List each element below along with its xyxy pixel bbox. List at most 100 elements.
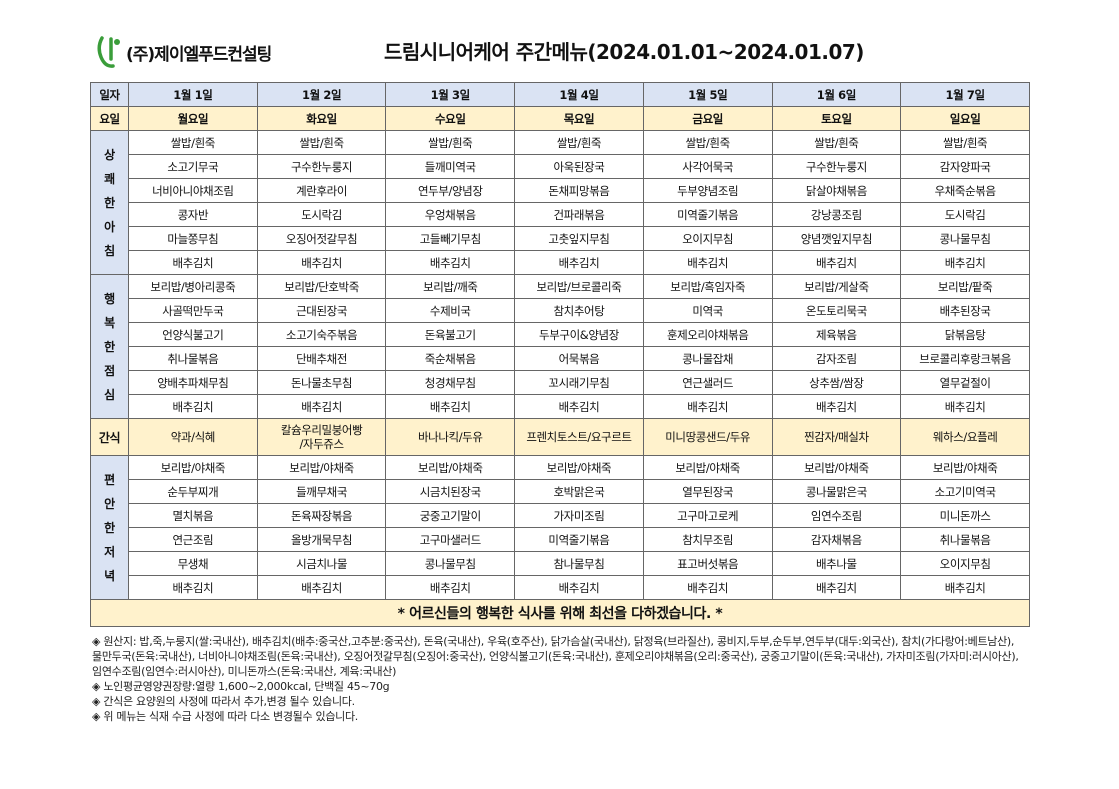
- menu-item: 사각어묵국: [642, 154, 773, 179]
- menu-item: 배추김치: [256, 575, 387, 600]
- menu-item: 배추김치: [514, 250, 644, 275]
- dinner-row: 연근조림 올방개묵무침 고구마샐러드 미역줄기볶음 참치무조림 감자채볶음 취나물볶음: [91, 527, 1030, 552]
- menu-item: 보리밥/팥죽: [900, 274, 1030, 299]
- lunch-row: 양배추파채무침 돈나물초무침 청경채무침 꼬시래기무침 연근샐러드 상추쌈/쌈장 열무겉절이: [91, 370, 1030, 395]
- breakfast-label-char: 쾌: [104, 171, 115, 186]
- menu-item: 배추된장국: [900, 298, 1030, 323]
- menu-item: 배추김치: [771, 250, 902, 275]
- menu-item: 가자미조림: [514, 503, 644, 528]
- menu-item: 보리밥/야채죽: [128, 455, 258, 480]
- dinner-row: 멸치볶음 돈육짜장볶음 궁중고기말이 가자미조림 고구마고로케 임연수조림 미니돈까스: [91, 503, 1030, 528]
- snack-item: 약과/식혜: [128, 418, 258, 456]
- menu-item: 배추김치: [900, 394, 1030, 419]
- breakfast-row: 콩자반 도시락김 우엉채볶음 건파래볶음 미역줄기볶음 강낭콩조림 도시락김: [91, 202, 1030, 227]
- breakfast-row: 배추김치 배추김치 배추김치 배추김치 배추김치 배추김치 배추김치: [91, 250, 1030, 275]
- menu-item: 콩나물무침: [900, 226, 1030, 251]
- lunch-row: 언양식불고기 소고기숙주볶음 돈육불고기 두부구이&양념장 훈제오리야채볶음 제육볶음 닭볶…: [91, 322, 1030, 347]
- menu-item: 브로콜리후랑크볶음: [900, 346, 1030, 371]
- logo-mark-icon: [97, 36, 120, 68]
- menu-item: 열무된장국: [642, 479, 773, 504]
- date-cell: 1월 3일: [385, 82, 516, 107]
- menu-item: 강낭콩조림: [771, 202, 902, 227]
- menu-item: 연근샐러드: [642, 370, 773, 395]
- day-cell: 일요일: [900, 106, 1030, 131]
- menu-item: 고구마고로케: [642, 503, 773, 528]
- day-cell: 금요일: [642, 106, 773, 131]
- menu-item: 참치추어탕: [514, 298, 644, 323]
- breakfast-label-char: 침: [104, 243, 115, 258]
- breakfast-label-char: 아: [104, 219, 115, 234]
- dinner-label-char: 편: [104, 472, 115, 487]
- menu-item: 배추김치: [385, 575, 516, 600]
- menu-item: 고춧잎지무침: [514, 226, 644, 251]
- menu-item: 감자채볶음: [771, 527, 902, 552]
- menu-item: 배추김치: [642, 575, 773, 600]
- menu-item: 언양식불고기: [128, 322, 258, 347]
- menu-item: 온도토리묵국: [771, 298, 902, 323]
- menu-item: 배추김치: [256, 250, 387, 275]
- menu-item: 쌀밥/흰죽: [514, 130, 644, 155]
- menu-item: 배추김치: [256, 394, 387, 419]
- menu-change-note: ◈ 위 메뉴는 식재 수급 사정에 따라 다소 변경될수 있습니다.: [92, 710, 358, 723]
- lunch-row: 배추김치 배추김치 배추김치 배추김치 배추김치 배추김치 배추김치: [91, 394, 1030, 419]
- menu-item: 순두부찌개: [128, 479, 258, 504]
- menu-item: 보리밥/흑임자죽: [642, 274, 773, 299]
- menu-item: 오이지무침: [900, 551, 1030, 576]
- menu-item: 무생채: [128, 551, 258, 576]
- dinner-row: 편 안 한 저 녁 보리밥/야채죽 보리밥/야채죽 보리밥/야채죽 보리밥/야채죽 보리밥/야채죽…: [90, 455, 1030, 600]
- date-row: 일자 1월 1일 1월 2일 1월 3일 1월 4일 1월 5일 1월 6일 1월 7일: [90, 82, 1030, 107]
- menu-item: 도시락김: [256, 202, 387, 227]
- menu-item: 쌀밥/흰죽: [256, 130, 387, 155]
- menu-item: 배추김치: [514, 394, 644, 419]
- breakfast-row: 너비아니야채조림 계란후라이 연두부/양념장 돈채피망볶음 두부양념조림 닭살야채볶음 우채…: [91, 178, 1030, 203]
- breakfast-row: 상 쾌 한 아 침 쌀밥/흰죽 쌀밥/흰죽 쌀밥/흰죽 쌀밥/흰죽 쌀밥/흰죽 쌀밥/흰죽 쌀밥/흰죽: [90, 130, 1030, 275]
- menu-item: 쌀밥/흰죽: [900, 130, 1030, 155]
- menu-item: 구수한누룽지: [256, 154, 387, 179]
- menu-item: 쌀밥/흰죽: [642, 130, 773, 155]
- page-title: 드림시니어케어 주간메뉴(2024.01.01~2024.01.07): [384, 40, 864, 64]
- company-logo: (주)제이엘푸드컨설팅: [96, 34, 272, 70]
- menu-item: 보리밥/야채죽: [900, 455, 1030, 480]
- date-cell: 1월 7일: [900, 82, 1030, 107]
- menu-item: 너비아니야채조림: [128, 178, 258, 203]
- menu-item: 청경채무침: [385, 370, 516, 395]
- menu-item: 도시락김: [900, 202, 1030, 227]
- day-cell: 수요일: [385, 106, 516, 131]
- menu-item: 돈육불고기: [385, 322, 516, 347]
- menu-item: 돈나물초무침: [256, 370, 387, 395]
- menu-item: 배추김치: [128, 575, 258, 600]
- date-cell: 1월 2일: [256, 82, 387, 107]
- menu-item: 제육볶음: [771, 322, 902, 347]
- menu-item: 배추김치: [771, 394, 902, 419]
- day-cell: 화요일: [256, 106, 387, 131]
- menu-item: 취나물볶음: [128, 346, 258, 371]
- snack-item: 미니땅콩샌드/두유: [642, 418, 773, 456]
- lunch-label-char: 심: [104, 387, 115, 402]
- weekly-menu-table: 일자 1월 1일 1월 2일 1월 3일 1월 4일 1월 5일 1월 6일 1월 7일 요일 월…: [90, 82, 1030, 627]
- menu-item: 보리밥/야채죽: [385, 455, 516, 480]
- menu-item: 올방개묵무침: [256, 527, 387, 552]
- menu-item: 훈제오리야채볶음: [642, 322, 773, 347]
- menu-item: 보리밥/야채죽: [256, 455, 387, 480]
- menu-item: 배추김치: [900, 250, 1030, 275]
- menu-item: 콩나물맑은국: [771, 479, 902, 504]
- snack-note: ◈ 간식은 요양원의 사정에 따라서 추가,변경 될수 있습니다.: [92, 695, 355, 708]
- menu-item: 미역줄기볶음: [514, 527, 644, 552]
- snack-item: 찐감자/매실차: [771, 418, 902, 456]
- menu-item: 우채죽순볶음: [900, 178, 1030, 203]
- menu-item: 고들빼기무침: [385, 226, 516, 251]
- menu-item: 오징어젓갈무침: [256, 226, 387, 251]
- menu-item: 두부구이&양념장: [514, 322, 644, 347]
- menu-item: 보리밥/게살죽: [771, 274, 902, 299]
- menu-item: 소고기미역국: [900, 479, 1030, 504]
- menu-item: 돈육짜장볶음: [256, 503, 387, 528]
- menu-item: 양념깻잎지무침: [771, 226, 902, 251]
- dinner-label-char: 저: [104, 544, 115, 559]
- menu-item: 배추김치: [642, 250, 773, 275]
- origin-note: ◈ 원산지: 밥,죽,누룽지(쌀:국내산), 배추김치(배추:중국산,고추분:중…: [92, 635, 1019, 678]
- lunch-label-char: 행: [104, 291, 115, 306]
- menu-item: 콩나물무침: [385, 551, 516, 576]
- menu-item: 계란후라이: [256, 178, 387, 203]
- snack-label: 간식: [90, 418, 129, 456]
